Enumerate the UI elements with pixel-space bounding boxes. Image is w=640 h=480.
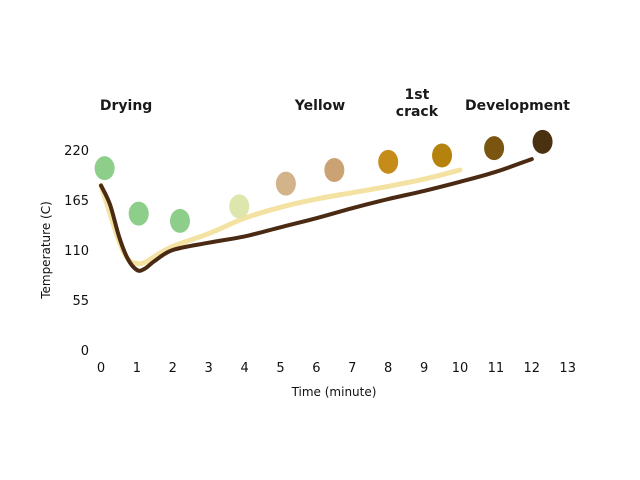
y-tick-label: 110 <box>64 244 89 259</box>
y-tick-label: 0 <box>81 344 89 359</box>
bean-marker <box>532 129 553 154</box>
x-tick-label: 2 <box>169 361 177 376</box>
x-axis-label: Time (minute) <box>291 385 377 399</box>
phase-label: Development <box>465 98 570 114</box>
bean-marker <box>324 158 345 182</box>
x-tick-label: 9 <box>420 361 428 376</box>
y-axis-ticks: 0 55 110 165 220 <box>64 144 89 359</box>
phase-label: 1st crack <box>396 87 439 120</box>
bean-color-markers <box>94 129 553 233</box>
y-tick-label: 165 <box>64 194 89 209</box>
x-tick-label: 13 <box>559 361 576 376</box>
x-tick-label: 10 <box>452 361 469 376</box>
temperature-line <box>99 157 534 273</box>
roast-phase-labels: Drying Yellow 1st crack Development <box>100 87 570 120</box>
phase-label: Yellow <box>294 98 346 114</box>
bean-marker <box>169 208 190 233</box>
bean-marker <box>378 149 399 174</box>
phase-label: Drying <box>100 98 152 114</box>
bean-marker <box>128 201 149 226</box>
x-tick-label: 0 <box>97 361 105 376</box>
x-tick-label: 7 <box>348 361 356 376</box>
x-tick-label: 1 <box>133 361 141 376</box>
bean-marker <box>275 171 296 196</box>
x-tick-label: 8 <box>384 361 392 376</box>
x-tick-label: 5 <box>276 361 284 376</box>
bean-marker <box>432 143 453 168</box>
x-tick-label: 12 <box>524 361 541 376</box>
x-tick-label: 3 <box>205 361 213 376</box>
x-tick-label: 6 <box>312 361 320 376</box>
y-tick-label: 55 <box>72 294 89 309</box>
bean-marker <box>94 156 115 181</box>
x-tick-label: 11 <box>488 361 505 376</box>
temperature-series <box>98 157 534 273</box>
y-axis-label: Temperature (C) <box>39 201 53 300</box>
bean-marker <box>229 194 250 219</box>
y-tick-label: 220 <box>64 144 89 159</box>
bean-marker <box>484 136 505 161</box>
x-axis-ticks: 0 1 2 3 4 5 6 7 8 9 10 11 12 13 <box>97 361 576 376</box>
x-tick-label: 4 <box>240 361 248 376</box>
